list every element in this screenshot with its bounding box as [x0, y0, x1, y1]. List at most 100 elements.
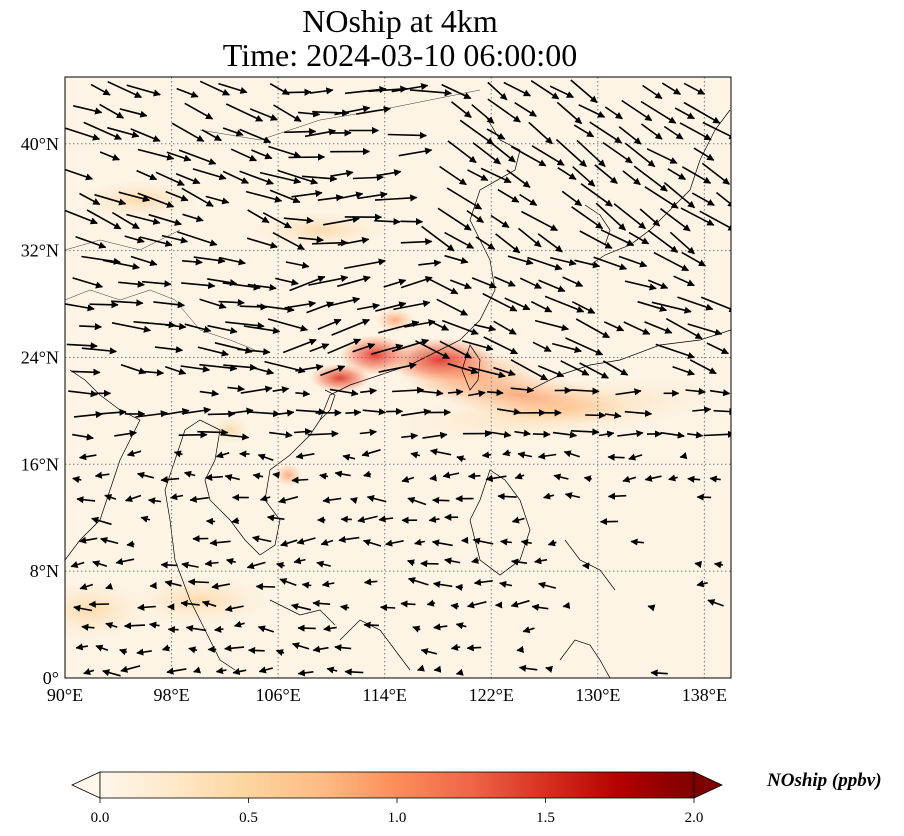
wind-arrow [65, 303, 95, 312]
wind-arrow [136, 471, 154, 479]
wind-arrow [290, 603, 312, 611]
wind-vectors [65, 79, 731, 677]
wind-arrow [176, 87, 199, 98]
wind-arrow [653, 251, 690, 272]
wind-arrow [692, 406, 712, 414]
wind-arrow [642, 84, 663, 100]
wind-arrow [640, 100, 677, 124]
wind-arrow [655, 343, 696, 359]
colorbar-tick-label: 0.5 [239, 810, 258, 826]
wind-arrow [517, 451, 533, 459]
wind-arrow [165, 190, 189, 202]
wind-arrow [412, 625, 421, 633]
wind-arrow [349, 497, 358, 505]
wind-arrow [363, 470, 372, 478]
wind-arrow [537, 452, 557, 460]
wind-arrow [262, 212, 292, 229]
wind-arrow [330, 169, 354, 177]
wind-arrow [572, 166, 596, 187]
wind-arrow [240, 385, 273, 394]
wind-arrow [446, 187, 483, 210]
wind-arrow [570, 428, 600, 436]
wind-arrow [342, 453, 356, 461]
wind-arrow [126, 449, 142, 457]
wind-arrow [383, 278, 407, 288]
wind-arrow [272, 386, 290, 394]
wind-arrow [542, 492, 555, 500]
wind-arrow [136, 169, 158, 181]
wind-arrow [600, 229, 635, 247]
wind-arrow [184, 323, 212, 333]
wind-arrow [594, 164, 618, 185]
wind-arrow [377, 169, 402, 177]
wind-arrow [352, 342, 376, 353]
wind-arrow [126, 84, 161, 97]
wind-arrow [251, 535, 272, 543]
wind-arrow [622, 170, 641, 186]
wind-arrow [563, 450, 580, 458]
wind-arrow [468, 366, 506, 379]
wind-arrow [557, 167, 577, 180]
wind-arrow [624, 142, 656, 168]
wind-arrow [246, 237, 278, 249]
wind-arrow [284, 300, 317, 309]
wind-arrow [220, 433, 250, 441]
wind-arrow [123, 622, 146, 630]
wind-arrow [65, 209, 98, 225]
wind-arrow [363, 621, 379, 629]
wind-arrow [239, 303, 268, 311]
wind-arrow [316, 560, 331, 568]
wind-arrow [137, 603, 156, 611]
wind-arrow [252, 367, 275, 376]
wind-arrow [81, 623, 95, 631]
wind-arrow [104, 494, 117, 501]
wind-arrow [183, 470, 196, 478]
wind-arrow [593, 256, 628, 271]
wind-arrow [92, 560, 108, 568]
wind-arrow [429, 448, 452, 456]
wind-arrow [583, 475, 592, 483]
colorbar-tick-label: 1.5 [536, 810, 555, 826]
wind-arrow [647, 279, 669, 289]
wind-arrow [175, 173, 201, 185]
wind-arrow [560, 360, 590, 376]
lon-tick-label: 90°E [47, 685, 83, 705]
wind-arrow [517, 227, 542, 248]
wind-arrow [531, 603, 549, 611]
wind-arrow [181, 281, 216, 290]
wind-arrow [72, 476, 82, 484]
wind-arrow [295, 389, 311, 398]
wind-arrow [307, 430, 339, 438]
wind-arrow [119, 108, 148, 118]
wind-arrow [471, 556, 479, 564]
wind-arrow [259, 171, 302, 185]
wind-arrow [209, 539, 231, 547]
wind-arrow [124, 235, 145, 244]
wind-arrow [442, 319, 479, 336]
lat-tick-label: 16°N [21, 454, 59, 474]
wind-arrow [400, 276, 433, 289]
wind-arrow [362, 408, 387, 416]
lat-tick-label: 40°N [21, 134, 59, 154]
wind-arrow [100, 536, 119, 545]
wind-arrow [471, 104, 495, 124]
wind-arrow [204, 473, 223, 481]
wind-arrow [326, 666, 338, 674]
wind-arrow [665, 318, 703, 340]
wind-arrow [267, 318, 308, 332]
wind-arrow [521, 210, 559, 232]
wind-arrow [148, 621, 160, 629]
colorbar-tick-label: 1.0 [388, 810, 407, 826]
wind-arrow [160, 476, 180, 484]
latitude-tick-labels: 0° 8°N 16°N 24°N 32°N 40°N [21, 134, 59, 688]
wind-arrow [268, 145, 302, 159]
wind-arrow [604, 411, 622, 419]
wind-arrow [94, 471, 110, 479]
wind-arrow [279, 578, 297, 586]
wind-arrow [687, 475, 701, 483]
wind-arrow [256, 304, 295, 313]
wind-arrow [532, 430, 551, 438]
wind-arrow [177, 231, 218, 247]
wind-arrow [644, 321, 673, 334]
wind-arrow [660, 431, 685, 439]
